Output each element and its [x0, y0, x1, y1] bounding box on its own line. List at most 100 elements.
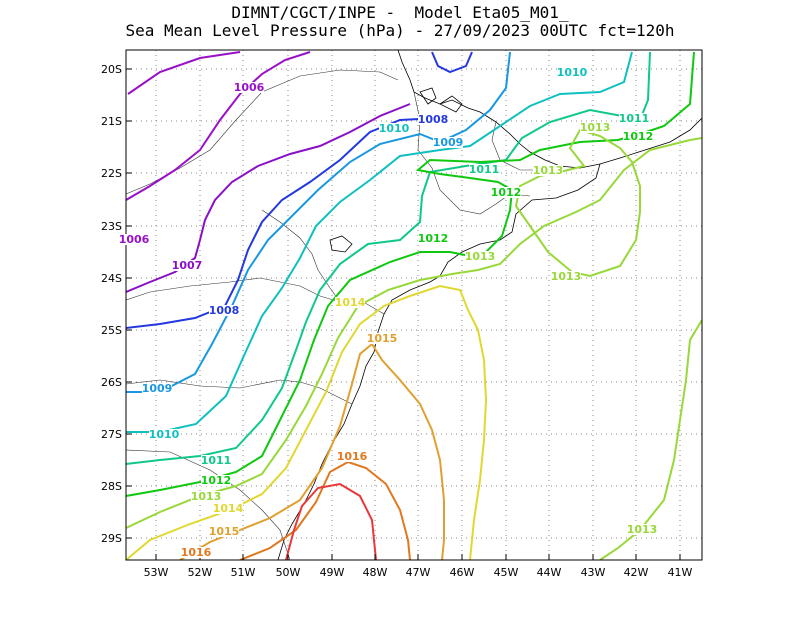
- lat-tick-label: 20S: [101, 63, 122, 76]
- isobar-label-bg: [551, 271, 581, 282]
- lat-tick-label: 23S: [101, 220, 122, 233]
- isobar-label: 1016: [181, 546, 212, 559]
- isobar-line: [126, 51, 511, 393]
- isobar-line: [127, 51, 241, 95]
- isobar-label: 1012: [491, 186, 522, 199]
- coastline-path: [439, 95, 463, 113]
- isobar-label: 1010: [379, 122, 410, 135]
- lon-tick-label: 53W: [144, 566, 169, 579]
- isobar-label-bg: [337, 451, 367, 462]
- border-path: [261, 209, 341, 303]
- border-path: [126, 449, 291, 560]
- isobar-label: 1006: [234, 81, 265, 94]
- isobar-line: [126, 137, 702, 529]
- isobar-label: 1011: [469, 163, 500, 176]
- lon-tick-label: 48W: [363, 566, 388, 579]
- isobar-label-bg: [201, 475, 231, 486]
- isobar-label-bg: [465, 251, 495, 262]
- isobar-label: 1016: [337, 450, 368, 463]
- lon-tick-label: 51W: [231, 566, 256, 579]
- isobar-label: 1008: [418, 113, 449, 126]
- isobar-label-bg: [181, 547, 211, 558]
- isobar-label-bg: [469, 164, 499, 175]
- isobar-label: 1014: [213, 502, 244, 515]
- isobar-label-bg: [213, 503, 243, 514]
- isobar-label: 1013: [580, 121, 611, 134]
- lon-tick-label: 42W: [624, 566, 649, 579]
- isobar-label-bg: [619, 113, 649, 124]
- isobar-label-bg: [149, 429, 179, 440]
- lat-tick-label: 26S: [101, 376, 122, 389]
- isobar-label-bg: [557, 67, 587, 78]
- isobar-label-bg: [367, 333, 397, 344]
- isobar-line: [126, 284, 488, 560]
- isobar-label: 1012: [418, 232, 449, 245]
- isobar-line: [126, 51, 651, 465]
- lat-tick-label: 29S: [101, 532, 122, 545]
- isobar-label-bg: [623, 131, 653, 142]
- isobar-label-bg: [418, 114, 448, 125]
- isobar-label: 1013: [533, 164, 564, 177]
- lon-tick-label: 47W: [406, 566, 431, 579]
- isobar-label-bg: [209, 526, 239, 537]
- lon-tick-label: 50W: [276, 566, 301, 579]
- isobar-line: [179, 342, 445, 560]
- isobar-label: 1012: [201, 474, 232, 487]
- isobar-line: [126, 51, 633, 433]
- lon-tick-label: 43W: [581, 566, 606, 579]
- lon-tick-label: 49W: [320, 566, 345, 579]
- lat-lon-grid: [126, 50, 702, 560]
- isobar-label-bg: [142, 383, 172, 394]
- isobar-label-bg: [491, 187, 521, 198]
- coastline-path: [419, 87, 437, 105]
- isobar-label: 1011: [619, 112, 650, 125]
- map-frame: [125, 49, 703, 561]
- isobar-line: [431, 51, 473, 74]
- isobar-label: 1013: [627, 523, 658, 536]
- coastline-path: [397, 50, 702, 169]
- isobar-label-bg: [209, 305, 239, 316]
- axis-ticks: 20S 21S 22S 23S 24S 25S 26S 27S 28S 29S 53W 52W 51W 5…: [101, 63, 693, 579]
- lat-tick-label: 21S: [101, 115, 122, 128]
- isobar-label-bg: [433, 137, 463, 148]
- isobar-label: 1013: [465, 250, 496, 263]
- border-path: [126, 379, 353, 405]
- lat-tick-label: 22S: [101, 167, 122, 180]
- lon-tick-label: 52W: [188, 566, 213, 579]
- isobar-label-bg: [191, 491, 221, 502]
- lon-tick-label: 41W: [668, 566, 693, 579]
- isobar-line: [126, 51, 311, 201]
- map-title: DIMNT/CGCT/INPE - Model Eta05_M01_ Sea M…: [0, 4, 800, 40]
- isobar-label: 1009: [433, 136, 464, 149]
- lat-tick-label: 25S: [101, 324, 122, 337]
- title-line-2: Sea Mean Level Pressure (hPa) - 27/09/20…: [125, 21, 675, 40]
- isobar-label-bg: [119, 234, 149, 245]
- lon-tick-label: 45W: [494, 566, 519, 579]
- isobar-label: 1015: [367, 332, 398, 345]
- isobar-label-bg: [234, 82, 264, 93]
- isobar-label-bg: [379, 123, 409, 134]
- isobar-label: 1014: [335, 296, 366, 309]
- isobar-line: [126, 117, 439, 329]
- isobar-label-bg: [533, 165, 563, 176]
- lon-tick-label: 46W: [450, 566, 475, 579]
- isobar-label: 1006: [119, 233, 150, 246]
- isobar-label-bg: [335, 297, 365, 308]
- isobar-label: 1013: [551, 270, 582, 283]
- coastline-path: [329, 235, 353, 253]
- isobar-label-bg: [172, 260, 202, 271]
- isobar-label-bg: [627, 524, 657, 535]
- lat-tick-label: 28S: [101, 480, 122, 493]
- title-line-1: DIMNT/CGCT/INPE - Model Eta05_M01_: [231, 3, 569, 22]
- isobar-label-bg: [201, 455, 231, 466]
- isobar-label-bg: [418, 233, 448, 244]
- isobar-line: [285, 482, 377, 560]
- isobar-label: 1008: [209, 304, 240, 317]
- isobar-label: 1012: [623, 130, 654, 143]
- isobar-label-bg: [580, 122, 610, 133]
- isobar-label: 1010: [557, 66, 588, 79]
- isobar-line: [126, 51, 695, 497]
- isobar-labels: 1006 1006 1007 1008 1008 1009 1009 1010 1010 1010…: [119, 66, 658, 559]
- isobar-label: 1015: [209, 525, 240, 538]
